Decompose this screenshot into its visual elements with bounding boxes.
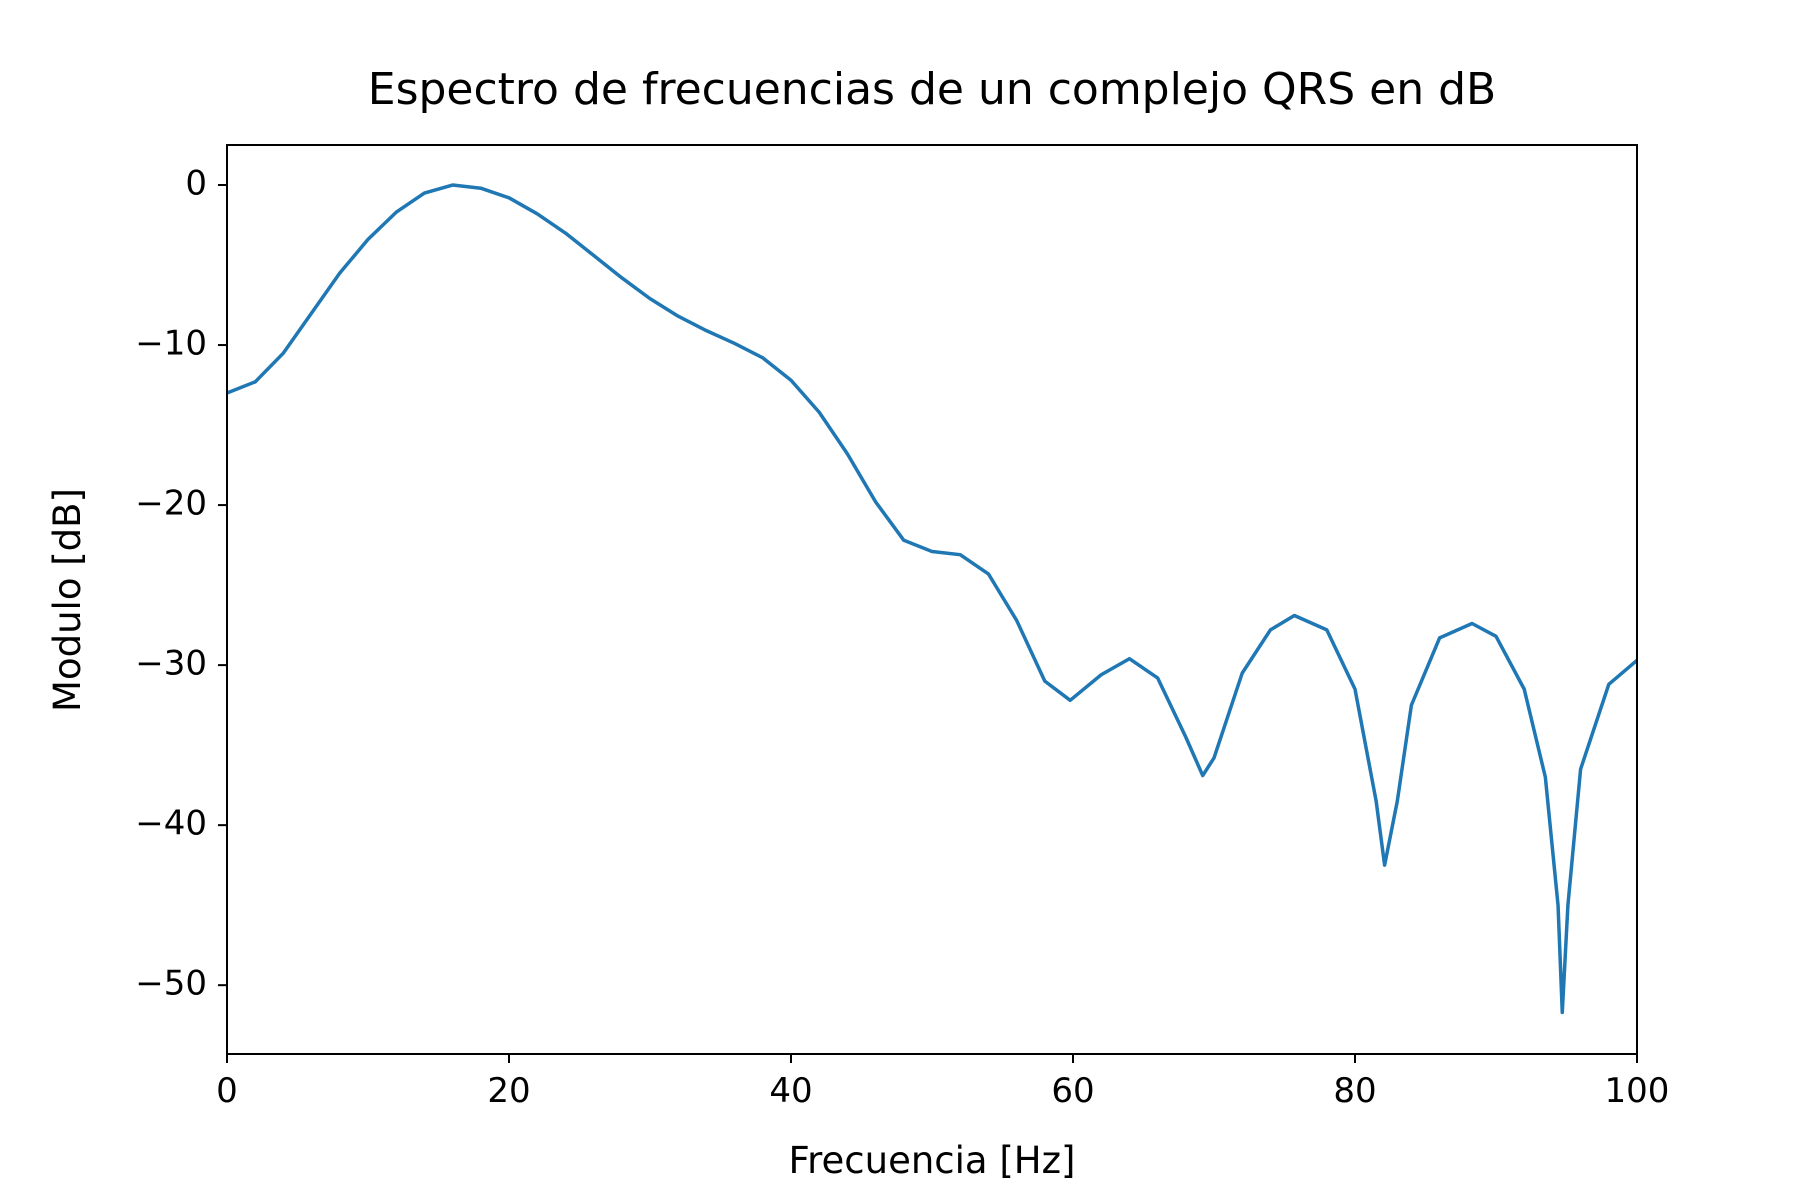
y-tick-label: −20 [135, 484, 207, 524]
x-tick-label: 20 [487, 1071, 530, 1111]
x-tick-label: 60 [1051, 1071, 1094, 1111]
y-tick-label: 0 [185, 164, 207, 204]
y-axis-label: Modulo [dB] [46, 488, 89, 712]
y-tick-label: −30 [135, 644, 207, 684]
y-tick-label: −10 [135, 324, 207, 364]
x-tick-label: 80 [1333, 1071, 1376, 1111]
plot-frame [226, 144, 1638, 1055]
x-tick-label: 100 [1605, 1071, 1670, 1111]
y-tick-label: −40 [135, 804, 207, 844]
y-tick-label: −50 [135, 964, 207, 1004]
chart-title: Espectro de frecuencias de un complejo Q… [368, 64, 1496, 115]
x-tick-label: 0 [216, 1071, 238, 1111]
x-tick-label: 40 [769, 1071, 812, 1111]
x-axis-label: Frecuencia [Hz] [789, 1139, 1076, 1182]
line-series [226, 183, 1639, 1015]
